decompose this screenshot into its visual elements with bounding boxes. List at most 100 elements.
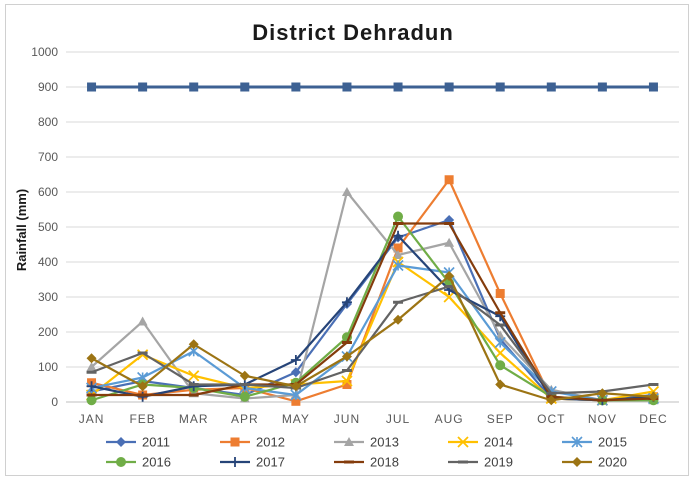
- legend-item-2017: 2017: [220, 455, 285, 470]
- reference-marker: [189, 82, 199, 92]
- legend-label: 2017: [256, 455, 285, 470]
- data-point: [393, 243, 403, 253]
- data-point: [230, 457, 240, 467]
- data-point: [86, 362, 97, 371]
- data-point: [341, 351, 352, 362]
- data-point: [230, 437, 240, 447]
- y-axis-label: Rainfall (mm): [14, 189, 29, 271]
- y-tick-label: 300: [38, 290, 58, 304]
- chart-frame: District Dehradun 0 100 200 300 400 500 600 700…: [5, 4, 689, 476]
- data-point: [341, 375, 353, 387]
- x-tick-label: JUN: [334, 412, 360, 426]
- reference-marker: [291, 82, 301, 92]
- legend-item-2018: 2018: [334, 455, 399, 470]
- x-tick-label: FEB: [129, 412, 155, 426]
- reference-marker: [240, 82, 250, 92]
- data-point: [188, 381, 199, 392]
- gridlines: [66, 51, 679, 403]
- x-tick-label: SEP: [487, 412, 514, 426]
- legend-item-2019: 2019: [448, 455, 513, 470]
- data-point: [444, 175, 454, 185]
- data-point: [342, 380, 352, 389]
- legend-item-2012: 2012: [220, 435, 285, 450]
- data-point: [188, 370, 200, 382]
- legend-item-2013: 2013: [334, 435, 399, 450]
- data-point: [495, 360, 506, 371]
- series-line: [91, 222, 654, 402]
- data-point: [136, 349, 149, 361]
- data-point: [572, 457, 582, 467]
- data-point: [495, 289, 505, 298]
- y-tick-label: 0: [51, 395, 58, 409]
- data-point: [648, 391, 659, 402]
- legend-label: 2015: [598, 435, 627, 450]
- x-tick-label: NOV: [588, 412, 617, 426]
- reference-marker: [546, 82, 556, 92]
- data-point: [86, 353, 97, 364]
- x-tick-label: JAN: [79, 412, 105, 426]
- y-tick-label: 1000: [31, 45, 58, 59]
- data-point: [344, 437, 354, 446]
- x-tick-label: AUG: [435, 412, 464, 426]
- legend-label: 2019: [484, 455, 513, 470]
- plot-area: [85, 175, 660, 406]
- data-point: [444, 237, 455, 247]
- data-point: [494, 347, 506, 359]
- data-point: [290, 381, 301, 392]
- y-tick-label: 800: [38, 115, 58, 129]
- legend-label: 2012: [256, 435, 285, 450]
- data-point: [137, 381, 148, 392]
- legend-item-2014: 2014: [448, 435, 513, 450]
- data-point: [393, 211, 404, 222]
- reference-marker: [597, 82, 607, 92]
- series-line: [90, 190, 654, 402]
- series-2020: [86, 271, 659, 406]
- reference-marker: [444, 82, 454, 92]
- data-point: [495, 379, 506, 390]
- y-tick-label: 200: [38, 325, 58, 339]
- data-point: [546, 395, 557, 406]
- data-point: [571, 436, 583, 448]
- reference-marker: [648, 82, 658, 92]
- data-point: [494, 336, 506, 349]
- data-point: [393, 314, 404, 325]
- y-tick-label: 500: [38, 220, 58, 234]
- data-point: [290, 389, 302, 401]
- series-2019: [86, 285, 659, 395]
- data-point: [137, 391, 148, 402]
- legend-label: 2018: [370, 455, 399, 470]
- data-point: [290, 367, 301, 378]
- legend-item-2020: 2020: [562, 455, 627, 470]
- data-point: [444, 271, 455, 281]
- series-line: [91, 274, 654, 402]
- reference-line: [87, 82, 658, 92]
- data-point: [341, 187, 352, 196]
- data-point: [290, 355, 301, 365]
- data-point: [597, 388, 608, 399]
- data-point: [393, 250, 404, 259]
- rainfall-line-chart: District Dehradun 0 100 200 300 400 500 600 700…: [14, 20, 679, 470]
- data-point: [116, 457, 126, 467]
- reference-marker: [87, 82, 97, 92]
- legend-label: 2011: [142, 435, 170, 450]
- y-axis-ticks: 0 100 200 300 400 500 600 700 800 900 1000: [31, 45, 58, 409]
- reference-marker: [495, 82, 505, 92]
- series-line: [91, 285, 654, 395]
- y-tick-label: 900: [38, 80, 58, 94]
- data-point: [86, 381, 97, 392]
- legend-label: 2016: [142, 455, 171, 470]
- data-point: [188, 339, 199, 350]
- legend-item-2015: 2015: [562, 435, 627, 450]
- reference-marker: [342, 82, 352, 92]
- data-point: [341, 297, 352, 308]
- reference-marker: [393, 82, 403, 92]
- data-point: [116, 437, 126, 447]
- data-point: [239, 391, 250, 402]
- y-tick-label: 400: [38, 255, 58, 269]
- series-2016: [86, 211, 659, 406]
- legend-label: 2013: [370, 435, 399, 450]
- x-tick-label: MAY: [282, 412, 310, 426]
- reference-marker: [138, 82, 148, 92]
- data-point: [393, 230, 404, 241]
- data-point: [443, 291, 455, 303]
